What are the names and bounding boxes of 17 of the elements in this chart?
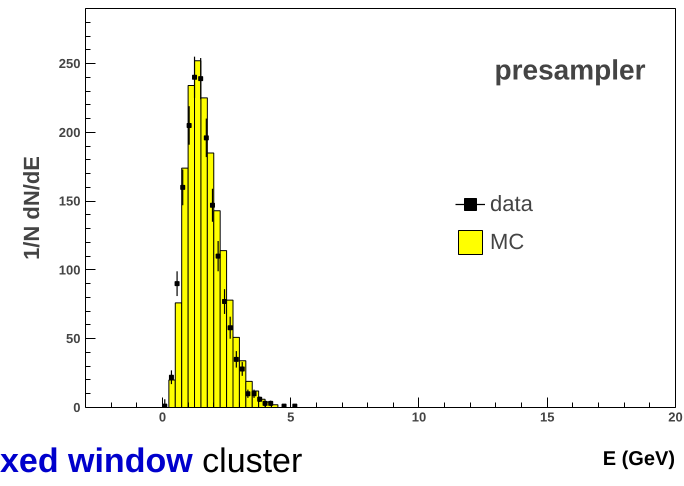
x-tick-label: 10	[412, 410, 426, 424]
annotation: presampler	[494, 54, 646, 86]
y-tick-label: 250	[58, 56, 81, 72]
x-tick-label: 0	[158, 410, 166, 424]
x-tick-label: 15	[540, 410, 554, 424]
y-tick-label: 50	[66, 331, 81, 346]
legend-label: MC	[490, 229, 524, 255]
x-tick-label: 5	[287, 410, 294, 424]
y-tick-label: 200	[58, 124, 81, 140]
x-axis-title: E (GeV)	[602, 447, 675, 472]
legend-label: data	[490, 191, 533, 217]
y-axis-title: 1/N dN/dE	[18, 156, 44, 260]
text: xed window cluster	[0, 442, 302, 480]
y-tick-label: 150	[58, 194, 81, 209]
x-tick-label: 20	[668, 410, 683, 424]
y-tick-label: 0	[73, 400, 81, 415]
y-tick-label: 100	[58, 262, 81, 278]
